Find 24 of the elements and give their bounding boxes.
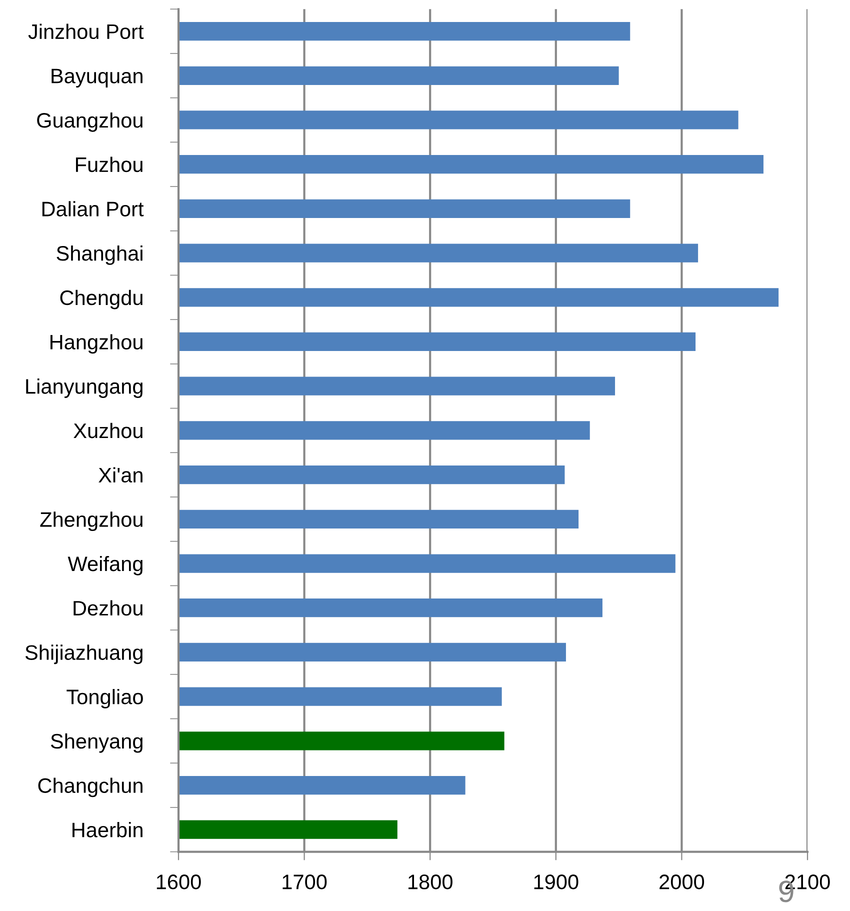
y-tick-label: Dalian Port xyxy=(42,201,144,216)
y-tick-label: Zhengzhou xyxy=(40,512,142,532)
y-tick-label: Xuzhou xyxy=(74,422,142,438)
y-tick-label: Dezhou xyxy=(74,600,142,616)
y-tick-label: Shanghai xyxy=(56,245,142,265)
x-tick-label: 1800 xyxy=(408,874,452,890)
x-tick-label: 1700 xyxy=(282,874,327,890)
y-tick-label: Guangzhou xyxy=(37,112,142,132)
y-tick-label: Shijiazhuang xyxy=(25,644,142,664)
y-tick-label: Chengdu xyxy=(60,290,142,310)
y-tick-label: Hangzhou xyxy=(50,334,142,354)
y-tick-label: Tongliao xyxy=(66,689,143,708)
y-tick-label: Changchun xyxy=(38,778,142,798)
x-tick-label: 1600 xyxy=(156,874,201,890)
y-tick-label: Lianyungang xyxy=(26,378,142,398)
y-tick-label: Xi'an xyxy=(98,467,142,483)
y-tick-label: Fuzhou xyxy=(76,156,142,172)
y-tick-label: Jinzhou Port xyxy=(28,24,144,40)
x-tick-label: 1900 xyxy=(534,874,578,890)
y-tick-label: Shenyang xyxy=(50,733,142,753)
y-tick-label: Haerbin xyxy=(72,822,142,838)
y-tick-label: Weifang xyxy=(68,556,142,576)
x-tick-label: 2000 xyxy=(660,874,704,890)
y-tick-label: Bayuquan xyxy=(52,68,142,88)
